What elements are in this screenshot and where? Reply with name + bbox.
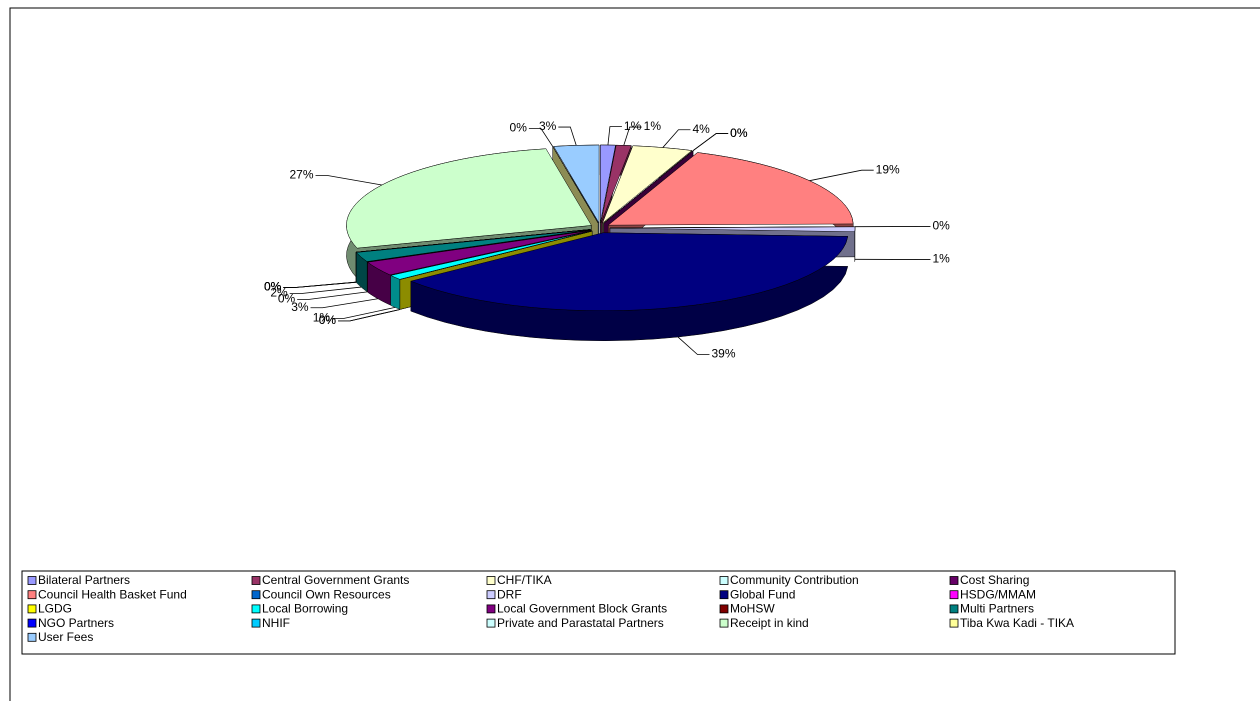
legend-label: Community Contribution [730, 573, 859, 587]
legend-label: Council Health Basket Fund [38, 587, 187, 601]
legend-label: NHIF [262, 616, 290, 630]
data-label: 1% [644, 119, 662, 133]
data-label: 0% [730, 126, 748, 140]
legend-label: Cost Sharing [960, 573, 1029, 587]
data-label: 0% [319, 313, 337, 327]
legend-label: HSDG/MMAM [960, 587, 1036, 601]
data-label: 0% [730, 126, 748, 140]
legend-label: DRF [497, 587, 522, 601]
legend-label: LGDG [38, 602, 72, 616]
data-label: 0% [932, 219, 950, 233]
legend-swatch [27, 590, 37, 600]
legend-swatch [949, 590, 959, 600]
leader-line [692, 133, 729, 152]
pie-slice [355, 229, 591, 262]
leader-line [528, 127, 554, 147]
data-label: 27% [290, 168, 314, 182]
legend-swatch [719, 618, 729, 628]
data-label: 3% [539, 119, 557, 133]
leader-line [662, 129, 691, 148]
legend-swatch [486, 590, 496, 600]
legend-label: Tiba Kwa Kadi - TIKA [960, 616, 1074, 630]
leader-line [338, 309, 401, 322]
legend-swatch [251, 604, 261, 614]
leader-line [315, 175, 382, 186]
pie-slice [389, 230, 593, 280]
legend-swatch [27, 618, 37, 628]
legend-label: MoHSW [730, 602, 775, 616]
legend-label: CHF/TIKA [497, 573, 552, 587]
pie-slice [601, 145, 693, 224]
pie-slice [607, 152, 854, 226]
leader-line [332, 307, 396, 319]
data-label: 19% [876, 162, 900, 176]
data-label: 0% [264, 280, 282, 294]
legend-label: Local Government Block Grants [497, 602, 667, 616]
legend-swatch [719, 604, 729, 614]
leader-line [297, 291, 368, 300]
data-label: 2% [270, 286, 288, 300]
legend-label: NGO Partners [38, 616, 114, 630]
data-label: 0% [264, 280, 282, 294]
legend-label: Private and Parastatal Partners [497, 616, 664, 630]
pie-slice [553, 144, 600, 224]
legend-swatch [251, 618, 261, 628]
legend-label: User Fees [38, 630, 93, 644]
legend-label: Receipt in kind [730, 616, 809, 630]
leader-line [623, 126, 642, 146]
legend-swatch [27, 604, 37, 614]
legend-label: Global Fund [730, 587, 795, 601]
leader-line [692, 133, 729, 152]
leader-line [289, 286, 362, 294]
data-label: 1% [932, 252, 950, 266]
legend-swatch [719, 576, 729, 585]
leader-line [283, 281, 357, 288]
data-label: 1% [624, 119, 642, 133]
legend-label: Council Own Resources [262, 587, 391, 601]
legend-swatch [949, 618, 959, 628]
data-label: 0% [264, 280, 282, 294]
legend-swatch [486, 604, 496, 614]
pie-slice [410, 232, 849, 312]
legend-swatch [486, 576, 496, 585]
legend-swatch [27, 576, 37, 585]
legend-swatch [486, 618, 496, 628]
legend-swatch [251, 590, 261, 600]
legend-label: Central Government Grants [262, 573, 409, 587]
legend-swatch [27, 632, 37, 642]
pie-slice [367, 229, 591, 263]
legend-swatch [251, 576, 261, 585]
leader-line [338, 309, 401, 322]
legend-box [21, 570, 1176, 655]
leader-line [558, 126, 577, 146]
legend-label: Multi Partners [960, 602, 1034, 616]
pie-slice [600, 144, 632, 224]
data-label: 4% [692, 122, 710, 136]
data-label: 0% [319, 313, 337, 327]
data-label: 0% [510, 121, 528, 135]
legend-label: Bilateral Partners [38, 573, 130, 587]
data-label: 1% [313, 311, 331, 325]
data-label: 39% [711, 347, 735, 361]
data-label: 3% [291, 300, 309, 314]
leader-line [677, 336, 710, 355]
leader-line [809, 169, 874, 182]
pie-slice [366, 230, 592, 276]
frame [9, 7, 1260, 701]
pie-slice [609, 226, 856, 232]
data-label: 0% [278, 292, 296, 306]
legend-swatch [949, 576, 959, 585]
legend-label: Local Borrowing [262, 602, 348, 616]
pie-slice [603, 150, 694, 224]
legend-swatch [949, 604, 959, 614]
leader-line [607, 126, 622, 146]
leader-line [310, 298, 378, 309]
legend-swatch [719, 590, 729, 600]
